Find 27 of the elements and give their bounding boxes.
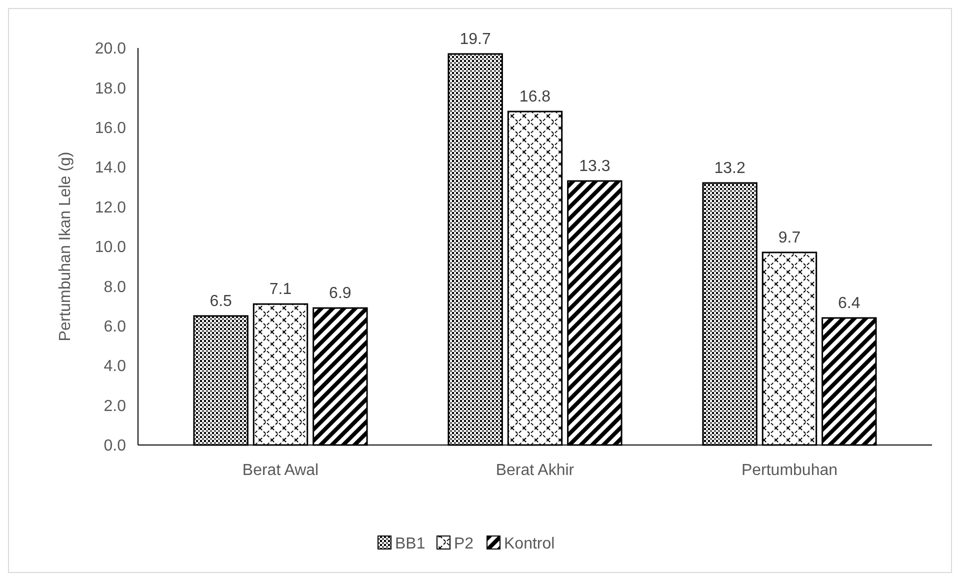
legend-label: Kontrol <box>504 536 555 553</box>
data-label: 6.4 <box>838 294 860 312</box>
data-label: 19.7 <box>460 30 491 48</box>
x-tick-label: Berat Akhir <box>496 462 575 479</box>
data-label: 13.3 <box>579 158 610 175</box>
x-tick-label: Pertumbuhan <box>741 462 838 479</box>
data-label: 13.2 <box>714 160 746 177</box>
data-label: 7.1 <box>269 281 292 298</box>
x-tick-label: Berat Awal <box>242 462 319 479</box>
data-label: 6.9 <box>329 285 352 302</box>
text: 8.0 <box>104 278 126 296</box>
text: 0.0 <box>104 438 126 455</box>
text: 6.0 <box>104 318 126 336</box>
text: 18.0 <box>94 80 126 98</box>
text: 10.0 <box>94 239 126 256</box>
data-label: 6.5 <box>210 292 232 310</box>
text: 20.0 <box>94 40 126 58</box>
data-label: 16.8 <box>519 88 551 106</box>
legend-label: P2 <box>454 536 474 553</box>
text: 14.0 <box>94 160 126 177</box>
data-label: 9.7 <box>778 229 801 246</box>
legend-label: BB1 <box>395 536 426 553</box>
y-axis-title: Pertumbuhan Ikan Lele (g) <box>57 152 74 342</box>
text: 2.0 <box>104 398 126 415</box>
text: 16.0 <box>94 120 126 137</box>
text: 4.0 <box>104 358 126 376</box>
text: 12.0 <box>94 199 126 216</box>
